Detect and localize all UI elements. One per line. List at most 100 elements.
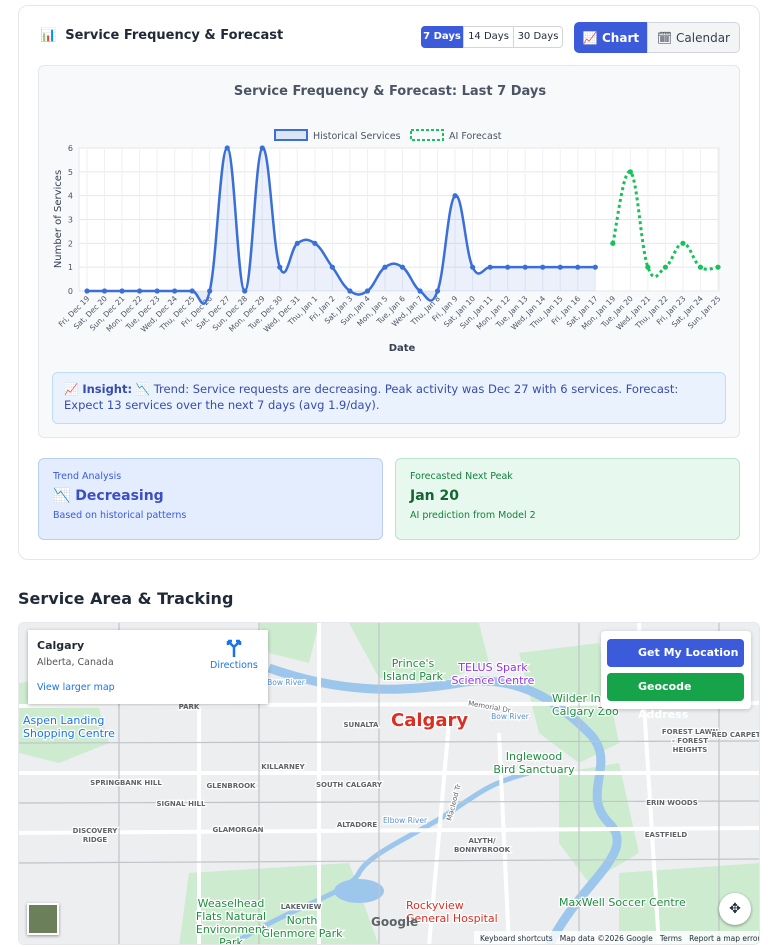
point <box>680 240 686 246</box>
reservoir <box>334 879 384 903</box>
range-button[interactable]: 7 Days <box>421 26 463 48</box>
legend-swatch <box>410 129 444 141</box>
map-label: General Hospital <box>406 912 498 925</box>
footer-text: Map data ©2026 Google <box>559 934 653 943</box>
card-value: Jan 20 <box>410 488 459 504</box>
map-label: Science Centre <box>452 674 535 687</box>
footer-link[interactable]: Keyboard shortcuts <box>480 934 553 943</box>
map-label: MaxWell Soccer Centre <box>559 896 686 909</box>
point <box>364 288 371 294</box>
insight-box: 📈 Insight: 📉 Trend: Service requests are… <box>52 372 726 424</box>
map-label: BONNYBROOK <box>454 846 511 854</box>
card-title: 📊 Service Frequency & Forecast <box>40 28 283 43</box>
map-label: TELUS Spark <box>457 661 528 674</box>
place-region: Alberta, Canada <box>37 657 114 668</box>
footer-link[interactable]: Terms <box>659 934 682 943</box>
point <box>540 264 546 270</box>
point <box>452 193 458 199</box>
locate-button[interactable]: Get My Location <box>607 639 744 667</box>
insight-text: 📉 Trend: Service requests are decreasing… <box>64 382 679 412</box>
google-logo: Google <box>371 915 419 929</box>
map-label: HEIGHTS <box>673 746 708 754</box>
river <box>227 770 530 944</box>
chart-title: Service Frequency & Forecast: Last 7 Day… <box>234 84 546 99</box>
view-button[interactable]: 📈 Chart <box>574 22 648 53</box>
map[interactable]: Calgary Prince's Island Park TELUS Spark Sci… <box>18 622 760 945</box>
map-label: Calgary <box>391 710 468 731</box>
map-label: DISCOVERY <box>73 827 119 835</box>
place-name: Calgary <box>37 639 85 652</box>
y-tick-label: 6 <box>68 144 73 153</box>
map-label: ERIN WOODS <box>646 799 698 807</box>
point <box>487 264 493 270</box>
insight-label: 📈 Insight: <box>64 382 133 396</box>
point <box>294 240 300 246</box>
map-label: SPRINGBANK HILL <box>90 779 162 787</box>
map-label: Shopping Centre <box>23 727 115 740</box>
point <box>417 288 423 294</box>
point <box>259 145 265 151</box>
point <box>101 288 108 294</box>
point <box>470 264 476 270</box>
map-label: Glenmore Park <box>261 927 343 940</box>
map-label: RIDGE <box>83 836 108 844</box>
chart: Service Frequency & Forecast: Last 7 Day… <box>53 84 723 354</box>
legend-label: Historical Services <box>313 131 401 142</box>
footer-link[interactable]: Report a map error <box>689 934 760 943</box>
map-label: Prince's <box>392 657 435 670</box>
point <box>224 145 230 151</box>
line <box>86 146 596 305</box>
river <box>267 663 622 944</box>
geocode-button[interactable]: Geocode Address <box>607 673 744 721</box>
map-label: LAKEVIEW <box>281 903 322 911</box>
trend-card: Trend Analysis 📉 Decreasing Based on his… <box>38 458 383 540</box>
roads <box>19 623 759 944</box>
point <box>610 240 616 246</box>
map-label: GLAMORGAN <box>213 826 264 834</box>
info-window: Calgary Alberta, Canada View larger map … <box>28 630 268 704</box>
directions-link[interactable]: Directions <box>210 660 258 671</box>
satellite-toggle[interactable] <box>27 903 59 935</box>
point <box>329 264 335 270</box>
map-label: - FOREST <box>672 737 708 745</box>
point <box>697 264 704 270</box>
point <box>189 288 195 294</box>
map-label: Aspen Landing <box>23 714 104 727</box>
camera-control[interactable]: ✥ <box>719 893 751 925</box>
map-label: North <box>287 914 318 927</box>
point <box>84 288 90 294</box>
range-button[interactable]: 30 Days <box>513 26 563 48</box>
view-button[interactable]: 🗓 Calendar <box>647 22 740 53</box>
y-tick-label: 0 <box>68 287 73 296</box>
point <box>575 264 581 270</box>
point <box>382 264 388 270</box>
title-icon: 📊 <box>40 28 57 43</box>
map-label: SOUTH CALGARY <box>316 781 383 789</box>
map-label: Flats Natural <box>196 910 266 923</box>
y-tick-label: 3 <box>68 216 73 225</box>
map-label: Bow River <box>491 712 530 721</box>
point <box>154 288 160 294</box>
point <box>662 264 669 270</box>
point <box>592 264 598 270</box>
y-tick-label: 4 <box>68 192 73 201</box>
point <box>434 288 441 294</box>
point <box>522 264 528 270</box>
map-label: GLENBROOK <box>207 782 256 790</box>
point <box>505 264 511 270</box>
point <box>312 240 318 246</box>
directions-icon <box>226 639 242 657</box>
map-label: RED CARPET <box>711 731 760 739</box>
larger-map-link[interactable]: View larger map <box>37 682 115 693</box>
map-label: Weaselhead <box>198 897 265 910</box>
map-label: ALYTH/ <box>468 837 495 845</box>
y-tick-label: 1 <box>68 263 73 272</box>
map-label: Elbow River <box>383 816 428 825</box>
point <box>119 288 125 294</box>
map-label: Rockyview <box>406 899 464 912</box>
legend-swatch <box>274 129 308 141</box>
point <box>207 288 213 294</box>
point <box>242 288 248 294</box>
y-tick-label: 2 <box>68 239 73 248</box>
range-button[interactable]: 14 Days <box>463 26 514 48</box>
